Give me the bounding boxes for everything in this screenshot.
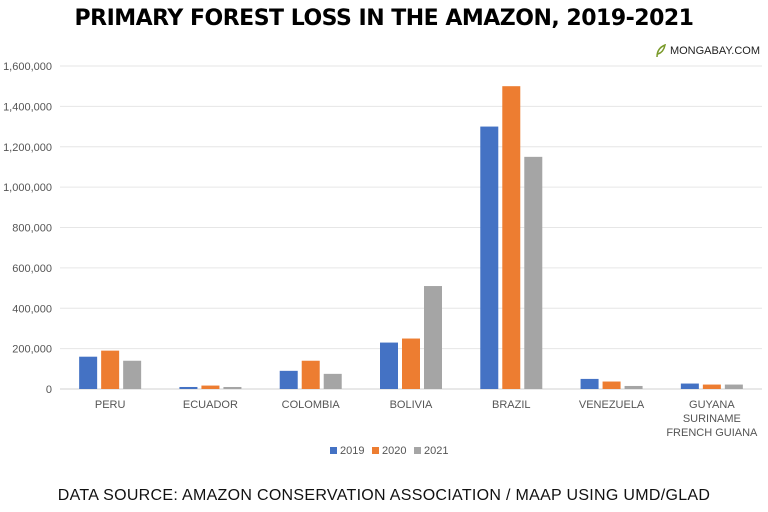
bar-2021: [424, 286, 442, 389]
legend-swatch: [330, 447, 337, 454]
leaf-icon: [656, 44, 666, 58]
bar-2020: [702, 384, 721, 389]
bar-2021: [624, 385, 643, 389]
bar-chart: 0 200,000 400,000 600,000 800,000 1,000,000 1,…: [3, 61, 762, 457]
x-tick-label: GUYANA: [689, 399, 735, 411]
x-tick-label: SURINAME: [683, 413, 741, 425]
bar-2019: [279, 370, 298, 389]
x-tick-label: FRENCH GUIANA: [666, 427, 758, 439]
x-tick-label: VENEZUELA: [579, 399, 645, 411]
bar-2020: [201, 385, 220, 389]
bar-2021: [724, 384, 743, 389]
y-tick-label: 400,000: [12, 303, 52, 315]
legend-label: 2019: [340, 445, 364, 457]
legend-swatch: [414, 447, 421, 454]
bar-2019: [380, 342, 398, 389]
chart-title: PRIMARY FOREST LOSS IN THE AMAZON, 2019-…: [74, 6, 695, 31]
bar-2020: [402, 338, 420, 389]
y-tick-label: 600,000: [12, 263, 52, 275]
y-tick-label: 0: [46, 384, 52, 396]
y-tick-label: 1,400,000: [3, 101, 52, 113]
bar-2020: [101, 350, 120, 389]
bar-2020: [301, 360, 320, 389]
y-tick-label: 800,000: [12, 223, 52, 235]
logo-text: MONGABAY.COM: [669, 45, 760, 57]
bar-2019: [179, 386, 198, 389]
bar-2021: [123, 360, 142, 389]
bar-2021: [524, 156, 543, 389]
x-tick-label: COLOMBIA: [282, 399, 341, 411]
legend-label: 2020: [382, 445, 406, 457]
x-tick-label: BRAZIL: [492, 399, 531, 411]
y-tick-label: 1,600,000: [3, 61, 52, 73]
x-tick-label: ECUADOR: [183, 399, 238, 411]
legend-swatch: [372, 447, 379, 454]
legend-label: 2021: [424, 445, 448, 457]
y-tick-label: 1,200,000: [3, 142, 52, 154]
x-tick-label: BOLIVIA: [390, 399, 433, 411]
bar-2021: [223, 386, 242, 389]
bar-2019: [480, 126, 499, 389]
bar-2021: [323, 373, 342, 389]
bar-2020: [602, 381, 621, 389]
bar-2020: [502, 86, 521, 389]
bar-2019: [680, 383, 699, 389]
bar-2019: [79, 356, 98, 389]
bar-2019: [580, 378, 599, 389]
y-tick-label: 200,000: [12, 344, 52, 356]
data-source: DATA SOURCE: AMAZON CONSERVATION ASSOCIA…: [57, 487, 711, 504]
x-tick-label: PERU: [95, 399, 126, 411]
mongabay-logo: MONGABAY.COM: [654, 44, 760, 58]
y-tick-label: 1,000,000: [3, 182, 52, 194]
